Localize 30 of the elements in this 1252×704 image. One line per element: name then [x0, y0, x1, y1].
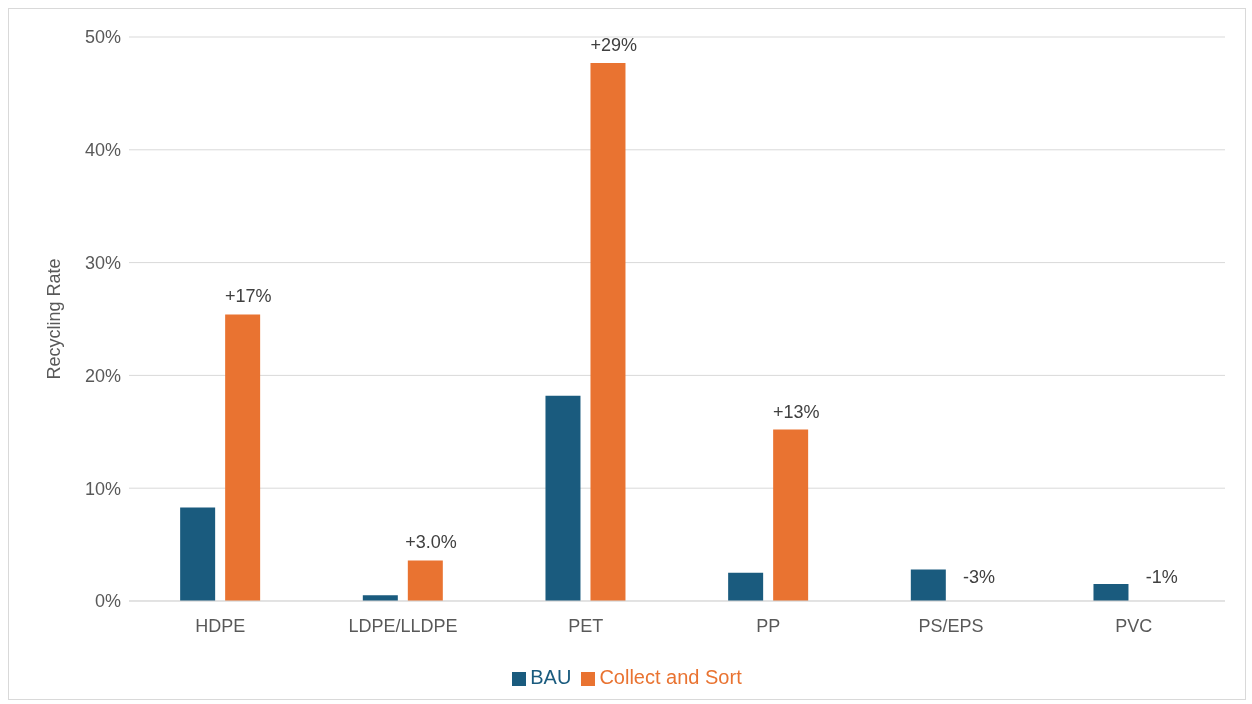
bar	[1093, 584, 1129, 601]
annotation: +29%	[590, 34, 637, 55]
bar	[545, 395, 581, 601]
y-tick-label: 50%	[84, 27, 121, 48]
bar	[728, 572, 764, 601]
y-tick-label: 10%	[84, 478, 121, 499]
x-tick-label: PET	[568, 615, 604, 636]
y-tick-label: 0%	[94, 591, 121, 612]
x-tick-label: LDPE/LLDPE	[348, 615, 458, 636]
bar	[910, 569, 946, 601]
bar	[407, 560, 443, 601]
y-tick-label: 20%	[84, 365, 121, 386]
bar	[590, 62, 626, 601]
y-tick-label: 30%	[84, 252, 121, 273]
annotation: +3.0%	[405, 532, 457, 553]
legend-label: Collect and Sort	[599, 666, 742, 688]
bar	[225, 314, 261, 601]
annotation: +13%	[773, 401, 820, 422]
x-tick-label: PP	[756, 615, 781, 636]
annotation: +17%	[225, 286, 272, 307]
x-tick-label: PVC	[1115, 615, 1153, 636]
y-tick-label: 40%	[84, 140, 121, 161]
x-tick-label: PS/EPS	[918, 615, 984, 636]
x-tick-label: HDPE	[195, 615, 246, 636]
bar	[773, 429, 809, 601]
annotation: -3%	[962, 567, 996, 587]
legend-label: BAU	[530, 666, 572, 688]
annotation: -1%	[1145, 567, 1178, 587]
y-axis-title: Recycling Rate	[44, 258, 65, 380]
bar	[180, 507, 216, 601]
